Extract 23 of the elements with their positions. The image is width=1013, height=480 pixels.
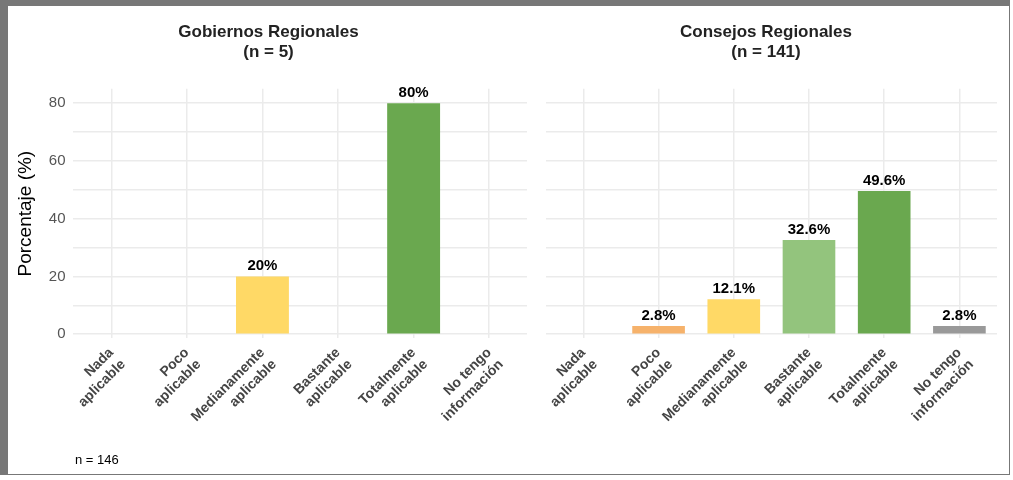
data-label: 49.6%	[862, 170, 906, 188]
bar	[782, 240, 836, 334]
chart-subtitle: (n = 141)	[731, 42, 801, 62]
y-tick-label: 40	[48, 208, 66, 226]
data-label: 2.8%	[942, 305, 977, 323]
data-label: 80%	[398, 82, 429, 100]
bar	[857, 190, 911, 334]
y-tick-label: 80	[48, 93, 66, 111]
y-tick-label: 60	[48, 151, 66, 169]
y-tick-label: 20	[48, 266, 66, 284]
bar	[707, 299, 761, 334]
chart-title: Consejos Regionales	[680, 21, 852, 41]
data-label: 32.6%	[787, 219, 831, 237]
y-axis-title: Porcentaje (%)	[13, 150, 35, 277]
data-label: 12.1%	[712, 278, 756, 296]
y-tick-label: 0	[57, 324, 66, 342]
data-label: 20%	[247, 256, 278, 274]
data-label: 2.8%	[641, 305, 676, 323]
chart-title: Gobiernos Regionales	[178, 21, 359, 41]
bar	[933, 326, 986, 334]
text: n = 146	[75, 452, 119, 467]
bar	[632, 326, 685, 334]
chart-subtitle: (n = 5)	[243, 42, 294, 62]
